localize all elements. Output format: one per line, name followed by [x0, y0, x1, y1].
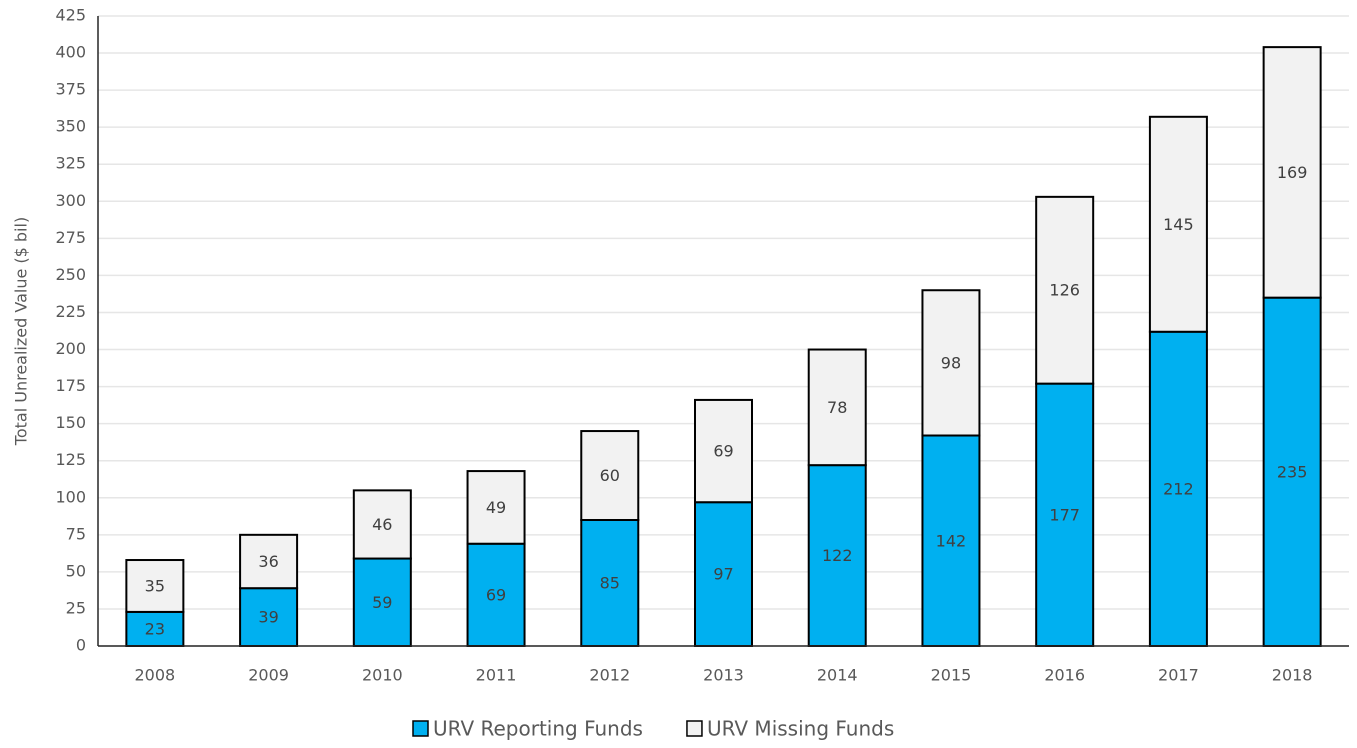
- data-label: 169: [1277, 163, 1308, 182]
- data-label: 98: [941, 353, 961, 372]
- data-label: 23: [145, 619, 165, 638]
- data-label: 46: [372, 515, 392, 534]
- bar-segment: [694, 501, 753, 647]
- y-tick-label: 425: [55, 6, 86, 25]
- bar-segment: [125, 559, 185, 613]
- data-label: 145: [1163, 215, 1194, 234]
- x-tick-label: 2008: [135, 666, 176, 685]
- y-tick-label: 400: [55, 43, 86, 62]
- bar-segment: [807, 348, 867, 467]
- data-label: 35: [145, 576, 165, 595]
- data-label: 142: [936, 531, 967, 550]
- data-label: 36: [258, 552, 278, 571]
- bar-segment: [1035, 195, 1095, 385]
- x-tick-label: 2015: [931, 666, 972, 685]
- y-tick-label: 300: [55, 191, 86, 210]
- y-tick-label: 225: [55, 302, 86, 321]
- data-label: 69: [713, 442, 733, 461]
- x-tick-label: 2012: [589, 666, 630, 685]
- y-tick-label: 325: [55, 154, 86, 173]
- x-tick-label: 2016: [1044, 666, 1085, 685]
- legend-label: URV Missing Funds: [707, 717, 894, 741]
- bar-segment: [1262, 46, 1322, 299]
- x-tick-label: 2017: [1158, 666, 1199, 685]
- legend-swatch: [412, 720, 429, 737]
- y-tick-label: 375: [55, 80, 86, 99]
- x-tick-label: 2014: [817, 666, 858, 685]
- bar-segment: [466, 542, 526, 648]
- data-label: 60: [600, 466, 620, 485]
- data-label: 212: [1163, 479, 1194, 498]
- data-label: 235: [1277, 462, 1308, 481]
- y-tick-label: 50: [66, 561, 86, 580]
- bar-segment: [694, 398, 753, 504]
- y-tick-label: 100: [55, 487, 86, 506]
- bar-segment: [352, 557, 412, 648]
- data-label: 177: [1049, 505, 1080, 524]
- y-tick-label: 250: [55, 265, 86, 284]
- y-tick-label: 125: [55, 450, 86, 469]
- y-tick-label: 25: [66, 598, 86, 617]
- bar-segment: [352, 489, 412, 560]
- data-label: 59: [372, 593, 392, 612]
- data-label: 39: [258, 608, 278, 627]
- bar-segment: [807, 464, 867, 648]
- bar-segment: [239, 587, 299, 647]
- x-tick-label: 2018: [1272, 666, 1313, 685]
- bar-segment: [580, 430, 640, 522]
- bar-segment: [466, 470, 526, 545]
- data-label: 49: [486, 498, 506, 517]
- y-axis-title: Total Unrealized Value ($ bil): [12, 217, 31, 446]
- y-tick-label: 275: [55, 228, 86, 247]
- bar-segment: [921, 289, 981, 437]
- legend-swatch: [686, 720, 703, 737]
- bar-segment: [239, 533, 299, 590]
- x-tick-label: 2010: [362, 666, 403, 685]
- bar-segment: [1148, 115, 1208, 333]
- data-label: 122: [822, 546, 853, 565]
- data-label: 126: [1049, 281, 1080, 300]
- x-tick-label: 2011: [476, 666, 517, 685]
- legend-label: URV Reporting Funds: [433, 717, 643, 741]
- y-tick-label: 350: [55, 117, 86, 136]
- data-label: 69: [486, 585, 506, 604]
- data-label: 85: [600, 574, 620, 593]
- y-tick-label: 175: [55, 376, 86, 395]
- bar-segment: [1035, 382, 1095, 647]
- data-label: 97: [713, 565, 733, 584]
- y-tick-label: 0: [76, 636, 86, 655]
- y-tick-label: 75: [66, 524, 86, 543]
- bar-segment: [1148, 330, 1208, 647]
- data-label: 78: [827, 398, 847, 417]
- x-tick-label: 2009: [248, 666, 289, 685]
- y-tick-label: 150: [55, 413, 86, 432]
- y-tick-label: 200: [55, 339, 86, 358]
- x-tick-label: 2013: [703, 666, 744, 685]
